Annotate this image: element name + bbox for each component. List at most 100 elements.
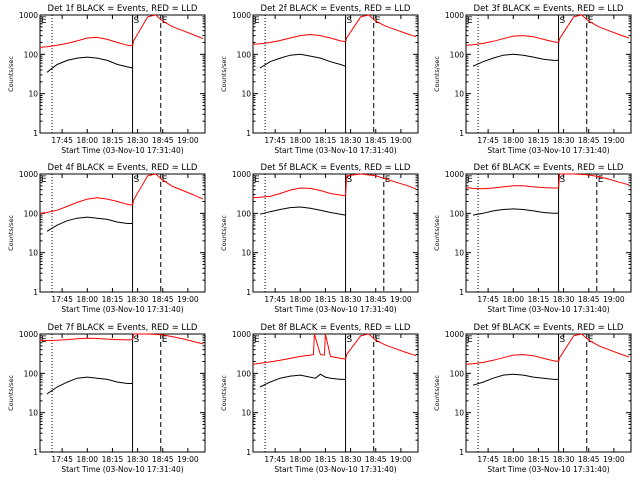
x-tick-label: 18:45 <box>578 136 600 145</box>
x-tick-label: 18:45 <box>365 455 387 464</box>
x-tick-label: 17:45 <box>51 136 73 145</box>
y-axis-label: Counts/sec <box>433 215 441 251</box>
panel-det-2: Det 2f BLACK = Events, RED = LLD 1 10 100 10… <box>220 4 419 155</box>
marker-label: E <box>254 335 260 345</box>
y-tick-label: 1000 <box>19 330 38 339</box>
panel-title: Det 6f BLACK = Events, RED = LLD <box>474 163 624 173</box>
y-tick-label: 10 <box>241 90 251 99</box>
x-tick-label: 18:15 <box>528 136 550 145</box>
panel-det-4: Det 4f BLACK = Events, RED = LLD 1 10 100 10… <box>7 163 206 314</box>
panel-title: Det 4f BLACK = Events, RED = LLD <box>48 163 198 173</box>
x-tick-label: 18:15 <box>528 295 550 304</box>
y-tick-label: 1 <box>459 448 464 457</box>
y-tick-label: 10 <box>241 409 251 418</box>
y-tick-label: 1000 <box>445 330 464 339</box>
y-tick-label: 100 <box>450 50 465 59</box>
y-axis-label: Counts/sec <box>433 56 441 92</box>
marker-label: E <box>588 335 594 345</box>
x-tick-label: 18:15 <box>102 136 124 145</box>
plot-frame <box>465 14 632 134</box>
marker-label: S <box>347 16 353 26</box>
x-axis-label: Start Time (03-Nov-10 17:31:40) <box>487 305 609 314</box>
y-axis-label: Counts/sec <box>433 375 441 411</box>
x-tick-label: 18:30 <box>340 455 362 464</box>
x-tick-label: 19:00 <box>177 295 199 304</box>
x-axis-label: Start Time (03-Nov-10 17:31:40) <box>487 465 609 474</box>
x-tick-label: 19:00 <box>603 136 625 145</box>
x-tick-label: 18:00 <box>76 455 98 464</box>
plot-frame <box>252 173 419 293</box>
x-axis-label: Start Time (03-Nov-10 17:31:40) <box>61 305 183 314</box>
y-axis-label: Counts/sec <box>220 215 228 251</box>
events-series-line <box>46 376 133 395</box>
events-series-line <box>259 373 346 388</box>
x-tick-label: 17:45 <box>264 455 286 464</box>
panel-title: Det 7f BLACK = Events, RED = LLD <box>48 323 198 333</box>
x-tick-label: 19:00 <box>390 136 412 145</box>
y-tick-label: 1 <box>33 129 38 138</box>
y-axis-label: Counts/sec <box>7 215 15 251</box>
marker-label: E <box>162 335 168 345</box>
x-tick-label: 17:45 <box>51 455 73 464</box>
panel-det-1: Det 1f BLACK = Events, RED = LLD 1 10 100 10… <box>7 4 206 155</box>
marker-label: E <box>467 16 473 26</box>
x-tick-label: 18:00 <box>502 455 524 464</box>
x-tick-label: 17:45 <box>477 295 499 304</box>
y-tick-label: 10 <box>454 409 464 418</box>
panel-title: Det 8f BLACK = Events, RED = LLD <box>261 323 411 333</box>
lld-series-line <box>252 173 417 199</box>
lld-series-line <box>39 14 204 48</box>
x-tick-label: 18:15 <box>102 295 124 304</box>
marker-label: S <box>134 175 140 185</box>
y-axis-label: Counts/sec <box>7 56 15 92</box>
panel-title: Det 9f BLACK = Events, RED = LLD <box>474 323 624 333</box>
x-tick-label: 18:00 <box>289 455 311 464</box>
panel-det-8: Det 8f BLACK = Events, RED = LLD 1 10 100 10… <box>220 323 419 474</box>
y-tick-label: 100 <box>24 369 39 378</box>
x-tick-label: 18:15 <box>315 136 337 145</box>
panel-title: Det 2f BLACK = Events, RED = LLD <box>261 4 411 14</box>
x-tick-label: 18:30 <box>127 295 149 304</box>
y-tick-label: 1000 <box>232 170 251 179</box>
y-tick-label: 1000 <box>445 170 464 179</box>
events-series-line <box>46 56 133 73</box>
y-tick-label: 100 <box>24 50 39 59</box>
x-tick-label: 17:45 <box>477 455 499 464</box>
y-tick-label: 1000 <box>232 11 251 20</box>
y-tick-label: 100 <box>450 209 465 218</box>
x-tick-label: 19:00 <box>603 455 625 464</box>
y-tick-label: 1000 <box>445 11 464 20</box>
y-axis-label: Counts/sec <box>220 56 228 92</box>
x-tick-label: 18:00 <box>76 136 98 145</box>
marker-label: E <box>162 175 168 185</box>
panel-det-3: Det 3f BLACK = Events, RED = LLD 1 10 100 10… <box>433 4 632 155</box>
y-tick-label: 100 <box>24 209 39 218</box>
events-series-line <box>259 206 346 216</box>
marker-label: S <box>134 335 140 345</box>
y-tick-label: 10 <box>28 409 38 418</box>
plot-frame <box>465 333 632 453</box>
x-tick-label: 18:15 <box>315 295 337 304</box>
lld-series-line <box>252 14 417 45</box>
x-tick-label: 18:45 <box>152 295 174 304</box>
x-tick-label: 19:00 <box>390 295 412 304</box>
x-tick-label: 18:45 <box>365 136 387 145</box>
y-tick-label: 100 <box>237 369 252 378</box>
x-tick-label: 18:00 <box>76 295 98 304</box>
y-tick-label: 10 <box>454 90 464 99</box>
marker-label: E <box>254 175 260 185</box>
marker-label: E <box>598 175 604 185</box>
y-tick-label: 1 <box>246 288 251 297</box>
y-tick-label: 100 <box>450 369 465 378</box>
events-series-line <box>472 53 559 67</box>
marker-label: S <box>347 175 353 185</box>
x-tick-label: 17:45 <box>264 136 286 145</box>
panel-det-9: Det 9f BLACK = Events, RED = LLD 1 10 100 10… <box>433 323 632 474</box>
x-tick-label: 18:30 <box>340 136 362 145</box>
x-axis-label: Start Time (03-Nov-10 17:31:40) <box>487 146 609 155</box>
x-axis-label: Start Time (03-Nov-10 17:31:40) <box>274 146 396 155</box>
events-series-line <box>259 53 346 69</box>
plot-frame <box>252 333 419 453</box>
y-tick-label: 1000 <box>19 170 38 179</box>
